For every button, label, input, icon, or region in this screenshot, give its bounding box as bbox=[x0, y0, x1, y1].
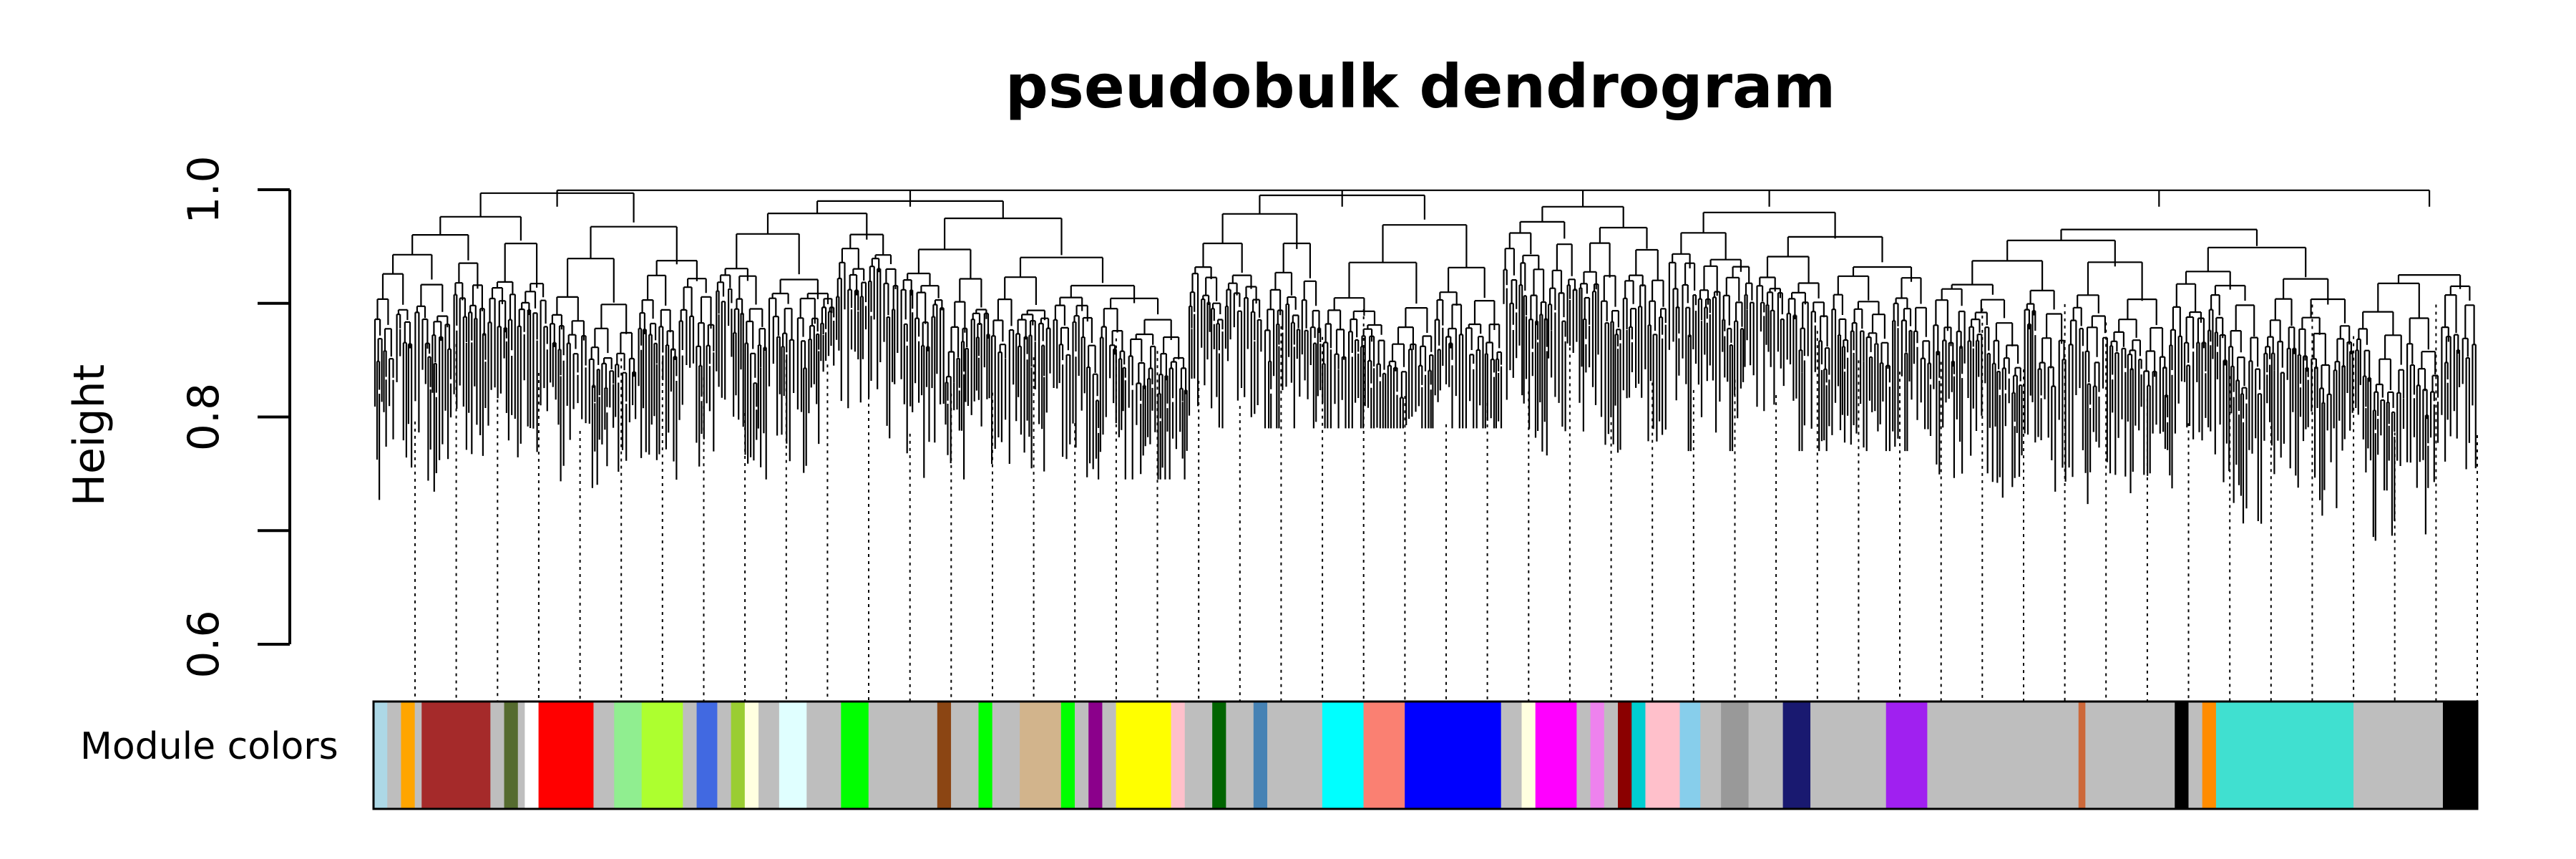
module-color-segment bbox=[937, 702, 952, 809]
y-tick-label: 1.0 bbox=[179, 155, 229, 223]
module-color-segment bbox=[1116, 702, 1172, 809]
module-color-segment bbox=[731, 702, 746, 809]
module-color-segment bbox=[1631, 702, 1646, 809]
module-color-segment bbox=[1184, 702, 1213, 809]
chart-title: pseudobulk dendrogram bbox=[1005, 52, 1836, 122]
module-color-segment bbox=[2078, 702, 2086, 809]
module-color-segment bbox=[1521, 702, 1536, 809]
module-color-segment bbox=[1721, 702, 1750, 809]
leaf-guide-lines bbox=[414, 304, 2478, 702]
module-color-segment bbox=[1088, 702, 1103, 809]
module-color-segment bbox=[779, 702, 807, 809]
y-tick-label: 0.8 bbox=[179, 383, 229, 451]
module-color-segment bbox=[992, 702, 1020, 809]
module-color-segment bbox=[1535, 702, 1577, 809]
module-color-segment bbox=[1322, 702, 1365, 809]
module-color-segment bbox=[2188, 702, 2203, 809]
module-color-segment bbox=[1171, 702, 1186, 809]
module-color-segment bbox=[387, 702, 402, 809]
dendrogram-branches bbox=[374, 189, 2477, 541]
module-color-segment bbox=[717, 702, 732, 809]
color-track-border bbox=[372, 700, 2479, 810]
module-color-segment bbox=[1405, 702, 1502, 809]
module-color-segment bbox=[401, 702, 416, 809]
module-color-segment bbox=[1782, 702, 1811, 809]
module-color-segment bbox=[614, 702, 643, 809]
module-color-segment bbox=[490, 702, 505, 809]
module-color-segment bbox=[1363, 702, 1405, 809]
module-color-segment bbox=[1618, 702, 1632, 809]
module-color-segment bbox=[806, 702, 841, 809]
module-color-segment bbox=[374, 702, 388, 809]
module-color-segment bbox=[2175, 702, 2190, 809]
module-color-segment bbox=[1645, 702, 1681, 809]
module-color-segment bbox=[1576, 702, 1591, 809]
dendrogram-tree bbox=[374, 189, 2477, 541]
module-color-segment bbox=[951, 702, 980, 809]
module-color-segment bbox=[2202, 702, 2217, 809]
module-color-segment bbox=[1700, 702, 1722, 809]
y-axis: 0.6 0.8 1.0 bbox=[179, 155, 291, 679]
y-tick-label: 0.6 bbox=[179, 610, 229, 678]
module-color-segment bbox=[414, 702, 422, 809]
module-color-segment bbox=[1927, 702, 2079, 809]
module-color-segment bbox=[683, 702, 698, 809]
module-color-segment bbox=[1590, 702, 1605, 809]
module-color-segment bbox=[504, 702, 519, 809]
module-color-segment bbox=[1501, 702, 1523, 809]
module-color-segment bbox=[1102, 702, 1117, 809]
y-axis-label: Height bbox=[64, 364, 114, 506]
module-color-segment bbox=[1810, 702, 1887, 809]
module-color-segment bbox=[1020, 702, 1062, 809]
module-color-segment bbox=[1679, 702, 1701, 809]
module-color-segment bbox=[841, 702, 869, 809]
module-color-segment bbox=[641, 702, 683, 809]
module-color-segment bbox=[1060, 702, 1075, 809]
module-color-segment bbox=[2442, 702, 2478, 809]
module-color-segment bbox=[1748, 702, 1784, 809]
module-color-segment bbox=[421, 702, 491, 809]
module-color-segment bbox=[1604, 702, 1619, 809]
module-color-track bbox=[372, 700, 2479, 810]
module-color-segment bbox=[2215, 702, 2354, 809]
color-track-label: Module colors bbox=[80, 725, 338, 768]
module-color-segment bbox=[2085, 702, 2175, 809]
module-color-segment bbox=[593, 702, 615, 809]
module-color-segment bbox=[758, 702, 780, 809]
module-color-segment bbox=[868, 702, 938, 809]
leaf-guide-dotted-lines bbox=[414, 304, 2478, 702]
module-color-segment bbox=[2353, 702, 2444, 809]
module-color-segment bbox=[1226, 702, 1254, 809]
module-color-segment bbox=[517, 702, 525, 809]
module-color-segment bbox=[1075, 702, 1089, 809]
module-color-segment bbox=[1212, 702, 1226, 809]
module-color-segment bbox=[696, 702, 718, 809]
module-color-segment bbox=[525, 702, 540, 809]
module-color-segment bbox=[1267, 702, 1323, 809]
module-color-segment bbox=[1885, 702, 1928, 809]
module-color-segment bbox=[1253, 702, 1268, 809]
module-color-segment bbox=[538, 702, 595, 809]
module-color-segment bbox=[978, 702, 993, 809]
module-color-segment bbox=[744, 702, 759, 809]
